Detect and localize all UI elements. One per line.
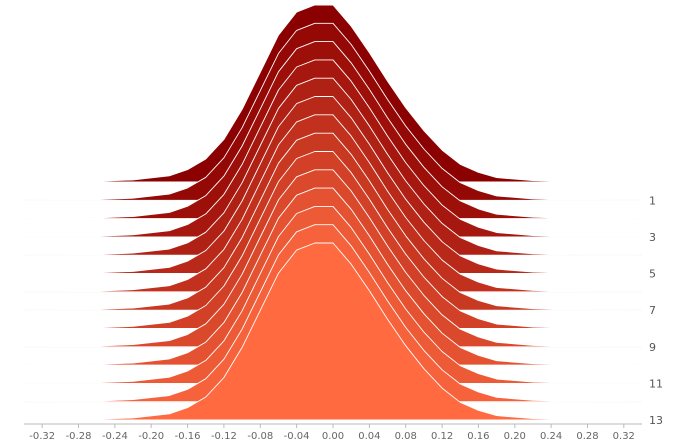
x-tick-label: -0.20 [138,431,164,441]
x-tick-label: 0.24 [540,431,562,441]
row-label: 7 [649,304,656,317]
x-tick-label: 0.00 [322,431,344,441]
x-tick-label: -0.28 [66,431,92,441]
x-tick-label: 0.12 [431,431,453,441]
row-label: 13 [649,414,663,427]
x-tick-label: 0.32 [613,431,635,441]
row-label: 3 [649,231,656,244]
x-tick-label: 0.16 [467,431,489,441]
row-label: 11 [649,377,663,390]
x-tick-label: -0.16 [175,431,201,441]
row-label: 5 [649,268,656,281]
x-tick-label: 0.28 [576,431,598,441]
x-tick-label: 0.04 [358,431,380,441]
x-axis: -0.32 -0.28 -0.24 -0.20 -0.16 -0.12 -0.08 -0.04… [24,423,642,441]
x-tick-label: -0.08 [247,431,273,441]
x-tick-label: -0.04 [284,431,310,441]
x-tick-label: -0.12 [211,431,237,441]
x-tick-label: -0.32 [29,431,55,441]
ridges [23,4,643,421]
row-label: 1 [649,194,656,207]
ridge-area-13 [23,242,643,421]
x-tick-label: 0.08 [395,431,417,441]
x-tick-label: -0.24 [102,431,128,441]
x-tick-label: 0.20 [504,431,526,441]
row-label: 9 [649,341,656,354]
